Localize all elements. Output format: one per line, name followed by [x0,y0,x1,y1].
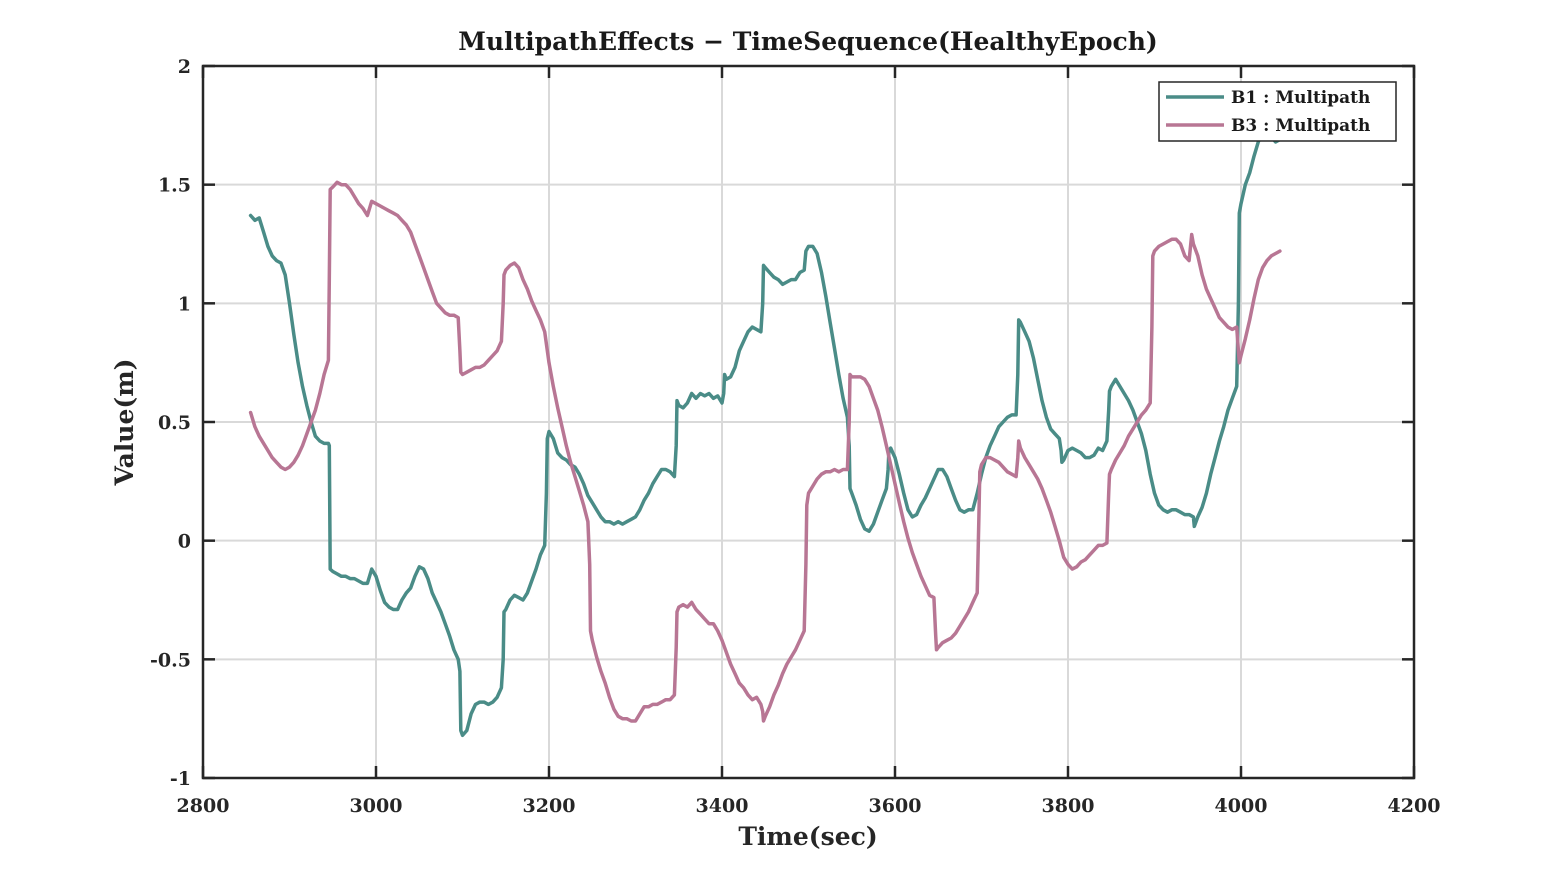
x-tick-label: 3200 [523,795,576,817]
y-tick-label: -1 [170,768,191,790]
series-line-b1 [248,125,1282,738]
chart-title: MultipathEffects − TimeSequence(HealthyE… [458,27,1158,56]
x-tick-label: 3600 [869,795,922,817]
legend-label-b3: B3 : Multipath [1231,116,1370,136]
legend: B1 : Multipath B3 : Multipath [1158,81,1397,142]
y-tick-label: 2 [178,56,191,78]
x-tick-label: 3800 [1042,795,1095,817]
y-tick-labels: -1 -0.5 0 0.5 1 1.5 2 [150,56,191,790]
series-line-b3 [248,180,1282,723]
x-tick-label: 2800 [177,795,230,817]
y-axis-title: Value(m) [110,359,139,487]
x-tick-label: 3400 [696,795,749,817]
y-tick-label: -0.5 [150,649,191,671]
axis-ticks [201,64,1416,780]
y-tick-label: 1.5 [158,175,191,197]
x-tick-labels: 2800 3000 3200 3400 3600 3800 4000 4200 [177,795,1441,817]
x-tick-label: 4000 [1215,795,1268,817]
y-tick-label: 0.5 [158,412,191,434]
axes-box [201,64,1416,780]
data-series [248,125,1282,738]
grid-lines [203,66,1414,778]
x-tick-label: 4200 [1388,795,1441,817]
y-tick-label: 1 [178,293,191,315]
x-tick-label: 3000 [350,795,403,817]
y-tick-label: 0 [178,531,191,553]
legend-box [1158,81,1397,142]
legend-label-b1: B1 : Multipath [1231,88,1370,108]
x-axis-title: Time(sec) [738,822,877,851]
